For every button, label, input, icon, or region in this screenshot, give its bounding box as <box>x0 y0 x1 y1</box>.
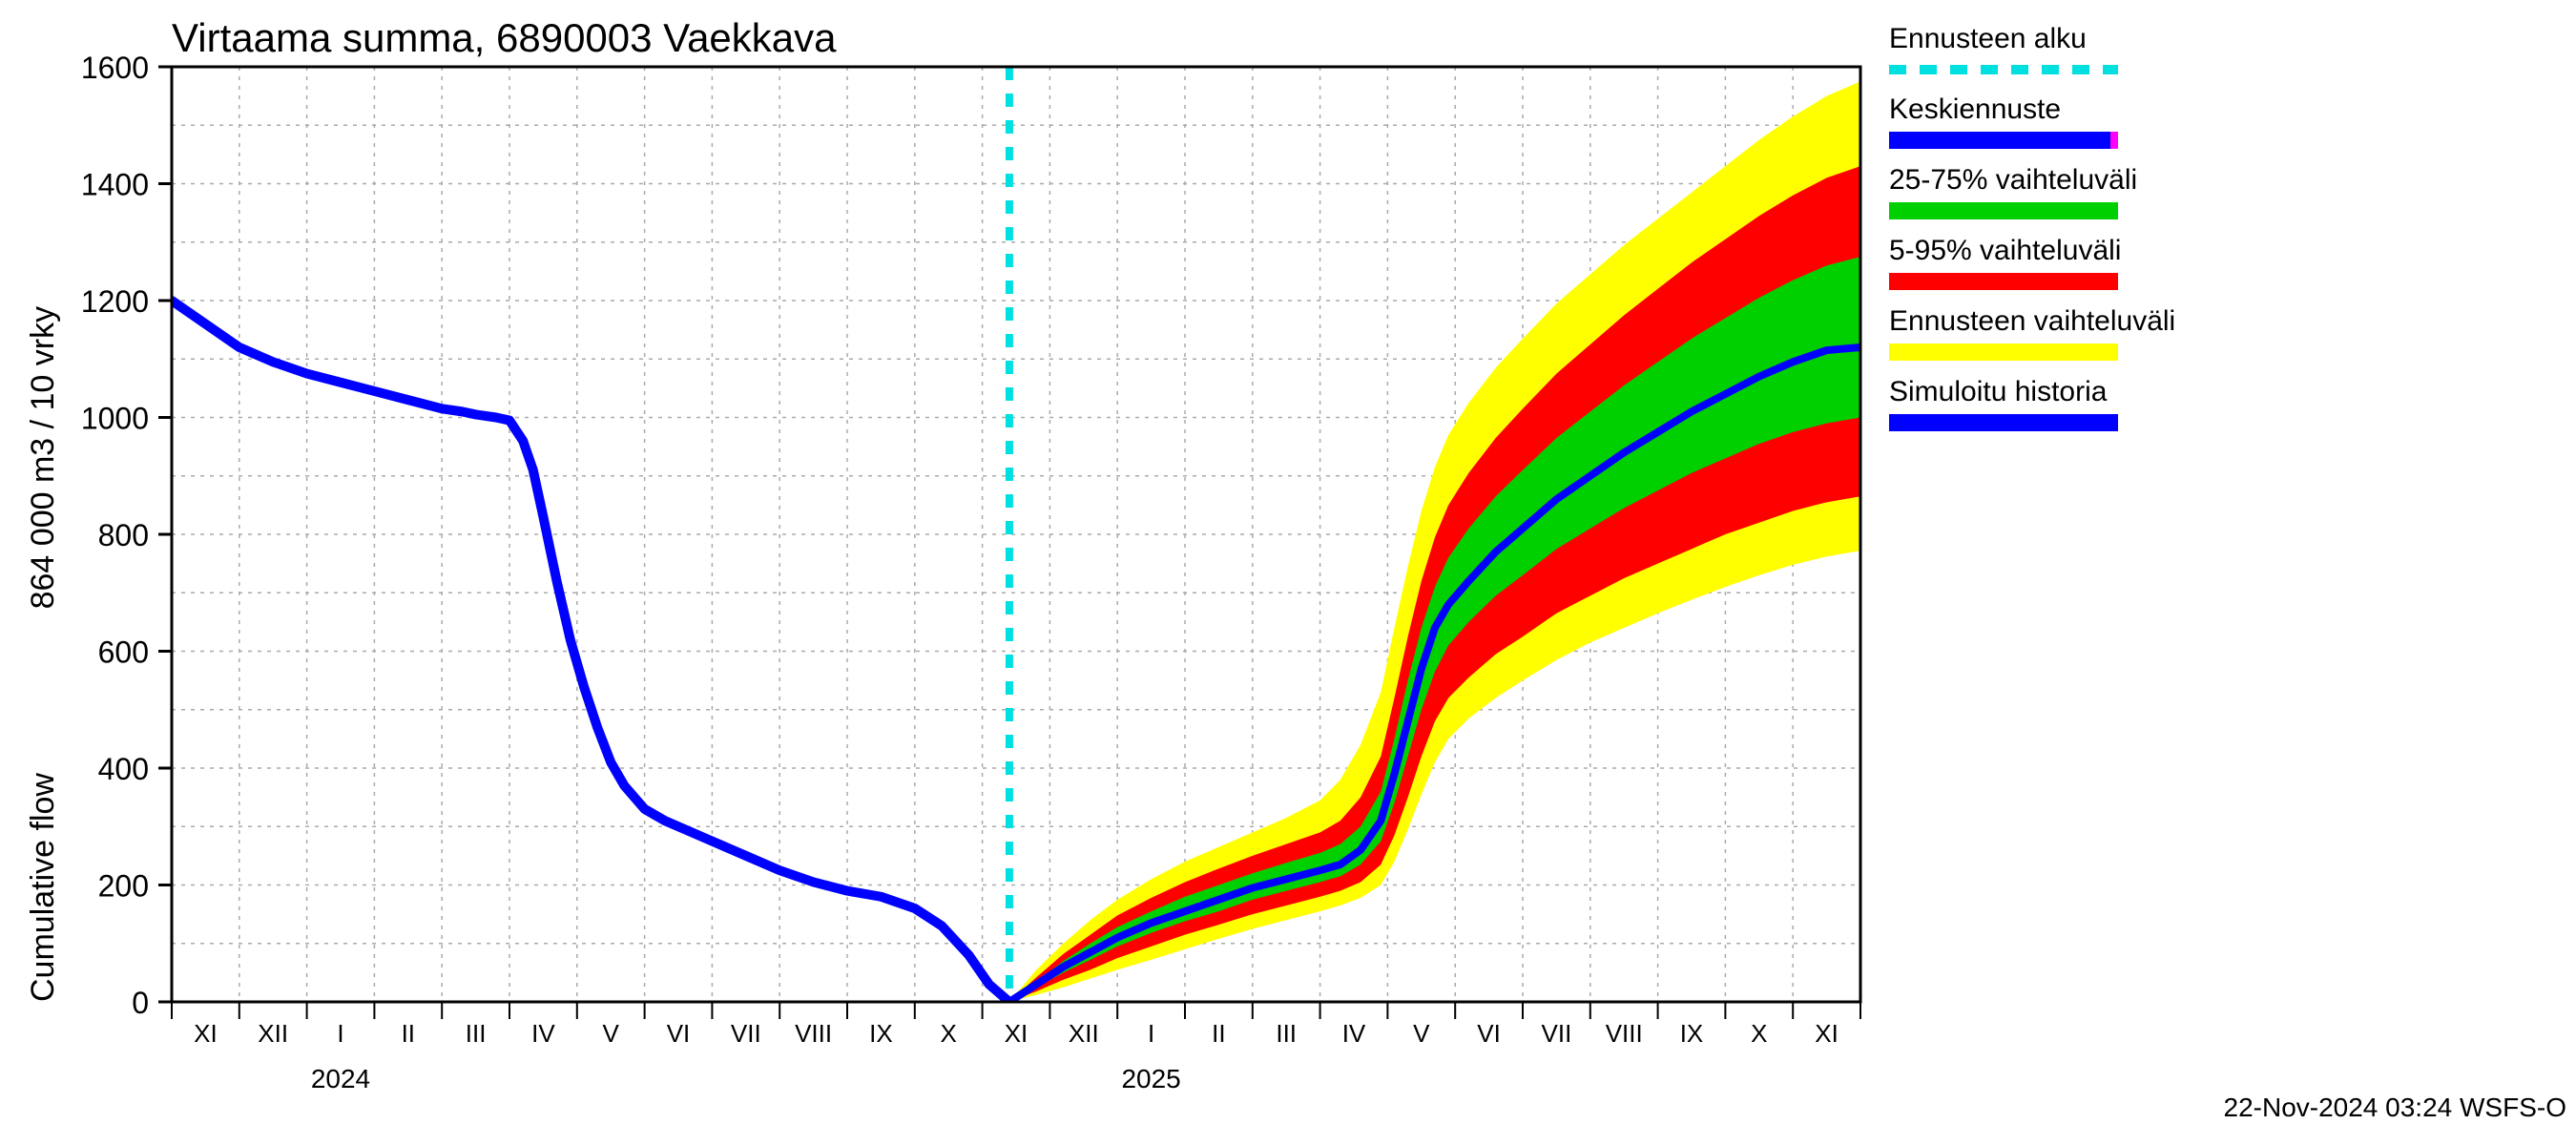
chart-title: Virtaama summa, 6890003 Vaekkava <box>172 15 837 60</box>
x-month-label: V <box>1413 1019 1430 1048</box>
legend-label: Simuloitu historia <box>1889 376 2108 407</box>
legend-label: Keskiennuste <box>1889 94 2061 125</box>
legend-swatch <box>1889 414 2118 431</box>
legend-swatch <box>1889 202 2118 219</box>
x-month-label: IX <box>1680 1019 1704 1048</box>
x-month-label: XII <box>1069 1019 1099 1048</box>
x-year-label: 2024 <box>311 1064 370 1093</box>
y-axis-label-2: 864 000 m3 / 10 vrky <box>25 306 61 610</box>
x-month-label: II <box>402 1019 415 1048</box>
x-month-label: IV <box>1342 1019 1366 1048</box>
x-month-label: VI <box>667 1019 691 1048</box>
x-month-label: XI <box>194 1019 218 1048</box>
legend-label: Ennusteen alku <box>1889 23 2087 54</box>
y-tick-label: 1600 <box>81 51 149 85</box>
legend-label: Ennusteen vaihteluväli <box>1889 305 2175 337</box>
y-tick-label: 1000 <box>81 402 149 436</box>
x-month-label: VII <box>1542 1019 1572 1048</box>
x-month-label: VIII <box>795 1019 832 1048</box>
y-tick-label: 400 <box>98 752 149 786</box>
x-month-label: XI <box>1005 1019 1028 1048</box>
chart-container: 02004006008001000120014001600XIXIIIIIIII… <box>0 0 2576 1145</box>
x-month-label: X <box>941 1019 957 1048</box>
y-axis-label-1: Cumulative flow <box>25 773 61 1002</box>
x-month-label: XI <box>1815 1019 1839 1048</box>
legend-label: 25-75% vaihteluväli <box>1889 164 2137 196</box>
x-month-label: V <box>603 1019 620 1048</box>
chart-footer: 22-Nov-2024 03:24 WSFS-O <box>2224 1093 2567 1122</box>
x-year-label: 2025 <box>1121 1064 1180 1093</box>
x-month-label: IV <box>531 1019 555 1048</box>
x-month-label: VII <box>731 1019 761 1048</box>
legend-swatch <box>1889 273 2118 290</box>
x-month-label: IX <box>869 1019 893 1048</box>
y-tick-label: 1200 <box>81 284 149 319</box>
legend-swatch <box>1889 344 2118 361</box>
y-tick-label: 1400 <box>81 168 149 202</box>
legend-label: 5-95% vaihteluväli <box>1889 235 2121 266</box>
legend-swatch-accent <box>2110 132 2118 149</box>
legend-swatch <box>1889 132 2118 149</box>
x-month-label: III <box>1276 1019 1297 1048</box>
x-month-label: XII <box>258 1019 288 1048</box>
x-month-label: I <box>337 1019 343 1048</box>
y-tick-label: 0 <box>132 986 149 1020</box>
chart-svg: 02004006008001000120014001600XIXIIIIIIII… <box>0 0 2576 1145</box>
x-month-label: I <box>1148 1019 1154 1048</box>
y-tick-label: 200 <box>98 869 149 904</box>
y-tick-label: 600 <box>98 635 149 670</box>
x-month-label: II <box>1212 1019 1225 1048</box>
x-month-label: VI <box>1477 1019 1501 1048</box>
x-month-label: X <box>1751 1019 1767 1048</box>
x-month-label: VIII <box>1606 1019 1643 1048</box>
x-month-label: III <box>466 1019 487 1048</box>
y-tick-label: 800 <box>98 518 149 552</box>
